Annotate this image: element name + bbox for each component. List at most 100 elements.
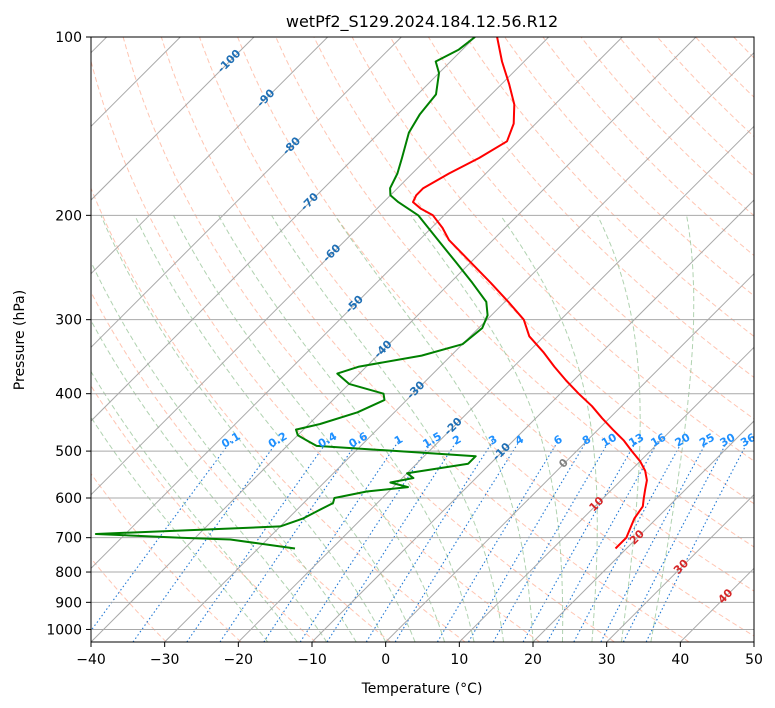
dry-adiabat-line [580,37,754,217]
dry-adiabat-line [657,37,754,138]
mixing-ratio-label: 0.6 [346,429,370,450]
dry-adiabat-line [160,37,690,642]
x-tick-label: 50 [745,652,763,668]
dry-adiabat-line [695,37,754,98]
x-axis-title: Temperature (°C) [361,681,483,697]
isotherm-line [91,37,402,349]
mixing-ratio-label: 1 [392,433,405,448]
mixing-ratio-label: 0.1 [219,430,242,451]
isotherm-line [679,567,754,642]
plot-frame [90,36,755,643]
y-tick-label: 400 [55,387,82,403]
mixing-ratio-label: 25 [697,431,717,450]
x-tick-label: −10 [297,652,327,668]
dry-adiabat-line [351,37,754,462]
mixing-ratio-line [326,440,458,642]
mixing-ratio-line [522,440,638,642]
dry-adiabat-line [275,37,754,548]
mixing-ratio-line [546,440,660,642]
mixing-ratio-label: 6 [552,432,565,447]
dry-adiabat-line [91,59,541,642]
chart-title: wetPf2_S129.2024.184.12.56.R12 [286,12,558,32]
mixing-ratio-line [468,440,588,642]
isotherm-line [385,272,754,642]
y-tick-label: 800 [55,565,82,581]
isotherm-label: 0 [556,456,571,471]
isotherm-line [237,125,754,642]
mixing-ratio-line [132,440,279,642]
mixing-ratio-label: 20 [673,431,693,450]
mixing-ratio-line [394,440,521,642]
axis-ticks: −40 −30 −20 −10 0 10 20 30 40 5010009008007006005… [46,30,763,668]
isotherm-label: -60 [320,241,343,264]
mixing-ratio-label: 2 [450,433,463,448]
isotherm-line [91,37,550,496]
moist-adiabat-line [173,215,446,642]
x-tick-label: −30 [150,652,180,668]
moist-adiabat-line [91,370,298,642]
isotherm-line [458,346,754,642]
y-axis-title: Pressure (hPa) [12,290,28,390]
dry-adiabat-line [389,37,754,420]
mixing-ratio-line [600,440,708,642]
y-tick-label: 500 [55,444,82,460]
background-lines [91,37,754,642]
mixing-ratio-line [645,440,749,642]
dry-adiabat-line [91,291,391,642]
dry-adiabat-line [542,37,754,257]
isotherm-line [91,37,329,275]
mixing-ratio-label: 4 [513,432,526,447]
y-tick-label: 200 [55,208,82,224]
series-lines [94,37,648,550]
isotherm-label: -80 [280,134,303,157]
dry-adiabat-line [618,37,754,177]
x-tick-label: −40 [76,652,106,668]
isotherm-line [311,199,754,642]
moist-adiabat-line [410,215,564,642]
moist-adiabat-line [100,215,387,642]
y-tick-label: 1000 [46,622,82,638]
isotherm-label: 30 [671,557,691,577]
y-tick-label: 100 [55,30,82,46]
mixing-ratio-line [186,440,329,642]
mixing-ratio-line [365,440,494,642]
mixing-ratio-line [573,440,684,642]
mixing-ratio-label: 16 [648,431,668,450]
isotherm-label: -40 [371,337,394,360]
y-tick-label: 300 [55,313,82,329]
y-tick-label: 900 [55,595,82,611]
x-tick-label: 20 [524,652,542,668]
isotherm-line [753,641,754,642]
x-tick-label: −20 [224,652,254,668]
mixing-ratio-label: 30 [718,431,738,450]
moist-adiabat-line [650,215,695,642]
x-tick-label: 10 [450,652,468,668]
moist-adiabat-line [597,215,641,642]
mixing-ratio-label: 36 [738,431,758,450]
y-tick-label: 600 [55,491,82,507]
moist-adiabat-line [218,215,475,642]
isotherm-line [91,37,623,570]
grid-lines [91,37,754,642]
mixing-ratio-label: 1.5 [421,430,444,451]
dry-adiabat-line [427,37,754,379]
moist-adiabat-line [91,416,269,642]
dry-adiabat-line [91,472,242,642]
isotherm-line [532,420,754,642]
moist-adiabat-line [91,260,357,642]
moist-adiabat-line [91,319,328,642]
dry-adiabat-line [504,37,754,297]
dry-adiabat-line [91,384,317,642]
temperature-line [412,37,648,550]
isotherm-line [91,37,255,201]
mixing-ratio-line [263,440,400,642]
isotherm-line [91,37,697,642]
dry-adiabat-line [91,186,466,642]
isotherm-label: -30 [404,378,427,401]
mixing-ratio-line [91,440,232,632]
dry-adiabat-line [237,37,754,592]
mixing-ratio-line [492,440,610,642]
mixing-ratio-line [436,440,559,642]
x-tick-label: 40 [671,652,689,668]
